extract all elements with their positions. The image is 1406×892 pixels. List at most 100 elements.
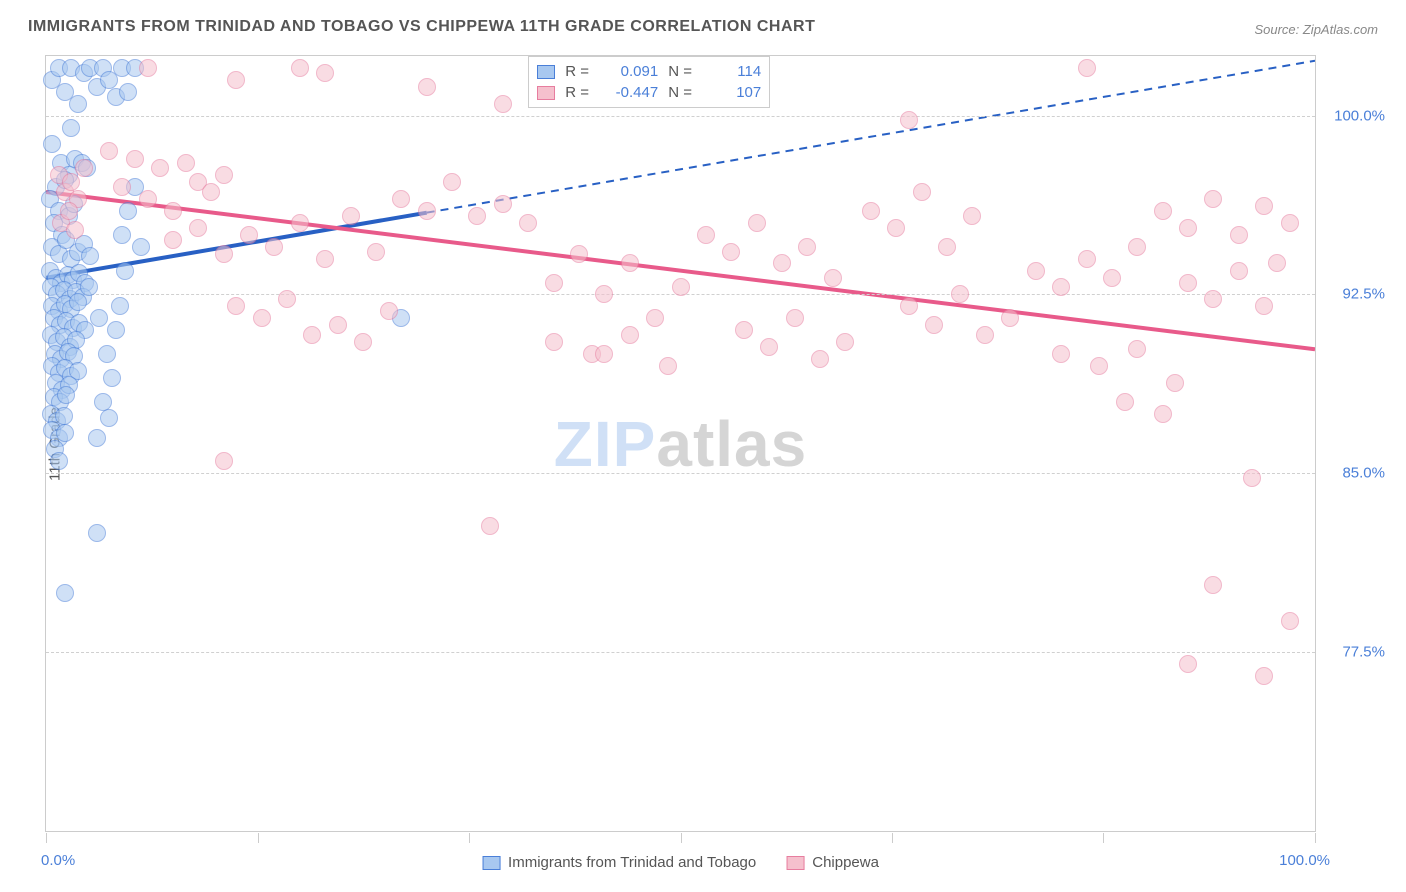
scatter-point-trinidad [69, 293, 87, 311]
plot-canvas: ZIPatlas [46, 56, 1315, 831]
scatter-point-chippewa [139, 190, 157, 208]
watermark: ZIPatlas [554, 407, 807, 481]
scatter-point-chippewa [342, 207, 360, 225]
scatter-point-chippewa [1255, 197, 1273, 215]
scatter-point-trinidad [116, 262, 134, 280]
legend-n-label: N = [668, 63, 696, 80]
scatter-point-trinidad [88, 429, 106, 447]
x-tick [1103, 833, 1104, 843]
legend-item-trinidad: Immigrants from Trinidad and Tobago [482, 854, 756, 871]
scatter-point-chippewa [811, 350, 829, 368]
scatter-point-chippewa [316, 64, 334, 82]
scatter-point-chippewa [519, 214, 537, 232]
scatter-point-chippewa [748, 214, 766, 232]
scatter-point-chippewa [760, 338, 778, 356]
scatter-point-chippewa [1268, 254, 1286, 272]
scatter-point-chippewa [545, 333, 563, 351]
scatter-point-chippewa [1078, 59, 1096, 77]
scatter-point-chippewa [215, 245, 233, 263]
scatter-point-chippewa [570, 245, 588, 263]
scatter-point-chippewa [786, 309, 804, 327]
scatter-point-chippewa [494, 95, 512, 113]
scatter-point-trinidad [103, 369, 121, 387]
scatter-point-chippewa [1052, 278, 1070, 296]
scatter-point-chippewa [672, 278, 690, 296]
chart-title: IMMIGRANTS FROM TRINIDAD AND TOBAGO VS C… [28, 18, 815, 36]
scatter-point-chippewa [202, 183, 220, 201]
scatter-point-chippewa [1204, 290, 1222, 308]
scatter-point-chippewa [735, 321, 753, 339]
trend-lines [46, 56, 1315, 831]
scatter-point-chippewa [494, 195, 512, 213]
scatter-point-chippewa [1281, 214, 1299, 232]
scatter-point-chippewa [215, 452, 233, 470]
scatter-point-chippewa [798, 238, 816, 256]
x-tick [258, 833, 259, 843]
scatter-point-chippewa [1179, 219, 1197, 237]
scatter-point-chippewa [1154, 405, 1172, 423]
scatter-point-chippewa [481, 517, 499, 535]
scatter-point-chippewa [1090, 357, 1108, 375]
scatter-point-trinidad [98, 345, 116, 363]
legend-r-value: -0.447 [603, 84, 658, 101]
scatter-point-chippewa [697, 226, 715, 244]
scatter-point-trinidad [56, 424, 74, 442]
scatter-point-chippewa [773, 254, 791, 272]
series-legend: Immigrants from Trinidad and Tobago Chipp… [482, 854, 879, 871]
scatter-point-trinidad [81, 247, 99, 265]
x-tick [469, 833, 470, 843]
x-axis-min-label: 0.0% [41, 852, 75, 869]
x-tick [1315, 833, 1316, 843]
scatter-point-chippewa [215, 166, 233, 184]
legend-series-name: Chippewa [812, 854, 879, 871]
scatter-point-chippewa [291, 59, 309, 77]
scatter-point-chippewa [1103, 269, 1121, 287]
scatter-point-chippewa [100, 142, 118, 160]
scatter-point-chippewa [278, 290, 296, 308]
plot-area: 11th Grade ZIPatlas 0.0% 100.0% R =0.091… [45, 55, 1316, 832]
y-tick-label: 77.5% [1342, 644, 1385, 661]
scatter-point-chippewa [1230, 226, 1248, 244]
scatter-point-chippewa [367, 243, 385, 261]
scatter-point-chippewa [291, 214, 309, 232]
scatter-point-chippewa [951, 285, 969, 303]
scatter-point-chippewa [621, 326, 639, 344]
scatter-point-chippewa [545, 274, 563, 292]
scatter-point-chippewa [1128, 340, 1146, 358]
scatter-point-chippewa [1154, 202, 1172, 220]
source-attribution: Source: ZipAtlas.com [1254, 22, 1378, 37]
scatter-point-trinidad [100, 409, 118, 427]
scatter-point-trinidad [94, 393, 112, 411]
scatter-point-chippewa [595, 285, 613, 303]
watermark-atlas: atlas [656, 408, 807, 480]
scatter-point-chippewa [418, 78, 436, 96]
scatter-point-chippewa [380, 302, 398, 320]
scatter-point-chippewa [66, 221, 84, 239]
scatter-point-chippewa [60, 202, 78, 220]
gridline-h [46, 652, 1315, 653]
legend-series-name: Immigrants from Trinidad and Tobago [508, 854, 756, 871]
scatter-point-trinidad [50, 452, 68, 470]
scatter-point-chippewa [443, 173, 461, 191]
scatter-point-chippewa [1116, 393, 1134, 411]
scatter-point-chippewa [1052, 345, 1070, 363]
x-axis-max-label: 100.0% [1279, 852, 1330, 869]
scatter-point-chippewa [1204, 190, 1222, 208]
scatter-point-chippewa [189, 219, 207, 237]
scatter-point-chippewa [1255, 667, 1273, 685]
scatter-point-trinidad [57, 386, 75, 404]
scatter-point-chippewa [164, 231, 182, 249]
scatter-point-chippewa [646, 309, 664, 327]
scatter-point-chippewa [126, 150, 144, 168]
scatter-point-chippewa [151, 159, 169, 177]
legend-swatch [786, 856, 804, 870]
gridline-h [46, 116, 1315, 117]
scatter-point-chippewa [963, 207, 981, 225]
scatter-point-chippewa [177, 154, 195, 172]
scatter-point-chippewa [1281, 612, 1299, 630]
scatter-point-trinidad [132, 238, 150, 256]
scatter-point-chippewa [354, 333, 372, 351]
scatter-point-chippewa [836, 333, 854, 351]
scatter-point-chippewa [62, 173, 80, 191]
scatter-point-chippewa [1204, 576, 1222, 594]
